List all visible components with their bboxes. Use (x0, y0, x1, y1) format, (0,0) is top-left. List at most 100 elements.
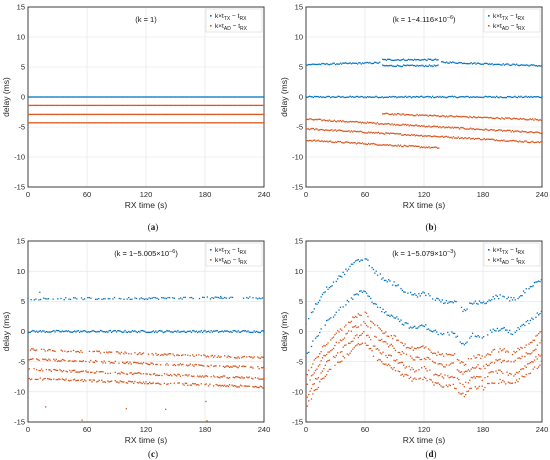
series-0-point (525, 95, 527, 97)
series-0-point (494, 96, 496, 99)
series-1-point (350, 330, 353, 332)
series-1-point (319, 381, 321, 383)
series-0-point (225, 330, 227, 332)
series-0-point (348, 96, 350, 98)
series-1-point (192, 354, 194, 356)
series-1-point (386, 335, 388, 337)
series-1-point (103, 381, 105, 383)
series-0-point (189, 296, 191, 299)
series-1-point (364, 132, 366, 134)
y-tick-label: 5 (21, 63, 25, 72)
series-0-point (504, 63, 507, 66)
series-1-point (316, 140, 318, 142)
series-1-point (204, 375, 206, 377)
series-0-point (457, 96, 460, 99)
series-0-point (208, 330, 210, 332)
series-1-point (514, 140, 516, 142)
series-1-point (482, 116, 485, 119)
series-1-point (393, 145, 396, 147)
series-1-point (249, 113, 252, 116)
series-1-point (147, 104, 150, 107)
series-1-point (309, 118, 311, 120)
series-1-point (364, 322, 366, 325)
series-0-point (128, 296, 130, 299)
series-1-point (390, 367, 393, 369)
series-1-point (437, 375, 439, 377)
series-1-point (254, 377, 257, 379)
series-1-point (440, 373, 442, 375)
series-1-point (538, 332, 540, 335)
series-0-point (32, 96, 34, 98)
series-0-point (387, 96, 390, 99)
series-1-point (182, 104, 184, 107)
series-1-point (64, 350, 66, 352)
series-1-point (123, 372, 125, 375)
series-1-point (523, 118, 525, 120)
series-1-point (316, 128, 318, 130)
series-1-point (341, 339, 343, 342)
panel-label: (d) (425, 449, 436, 459)
series-1-point (466, 370, 468, 372)
x-tick-label: 60 (83, 425, 91, 434)
y-axis-label: delay (ms) (1, 312, 11, 352)
series-0-point (425, 64, 427, 67)
series-1-point (463, 115, 465, 118)
series-1-point (86, 122, 88, 124)
series-1-point (409, 124, 412, 126)
series-1-point (29, 122, 32, 124)
series-1-point (463, 395, 465, 398)
series-0-point (342, 95, 344, 98)
series-1-point (246, 113, 248, 116)
series-1-point (66, 104, 68, 107)
series-1-point (28, 359, 30, 361)
series-1-point (107, 104, 109, 107)
series-0-point (316, 303, 318, 305)
series-0-point (66, 96, 68, 98)
series-1-point (513, 139, 515, 142)
series-0-point (370, 96, 372, 99)
series-0-point (447, 302, 449, 304)
series-0-point (496, 63, 498, 66)
series-0-point (108, 96, 110, 98)
series-1-point (259, 104, 261, 107)
series-0-point (522, 64, 524, 66)
series-1-point (541, 131, 543, 133)
series-1-point (255, 113, 258, 116)
series-1-point (198, 364, 200, 366)
series-0-point (155, 330, 157, 332)
series-1-point (162, 113, 164, 116)
series-0-point (125, 96, 127, 98)
series-1-point (531, 131, 533, 133)
series-1-point (134, 361, 136, 363)
series-1-point (94, 359, 97, 362)
series-1-point (412, 145, 414, 147)
series-1-point (248, 104, 250, 107)
series-1-point (235, 104, 237, 107)
series-1-point (332, 347, 335, 350)
series-0-point (96, 298, 98, 300)
series-0-point (527, 64, 529, 66)
series-1-point (185, 382, 188, 384)
series-1-point (416, 356, 419, 358)
series-1-point (522, 131, 525, 133)
series-0-point (201, 96, 204, 98)
series-1-point (55, 113, 57, 116)
series-1-point (109, 122, 112, 124)
series-1-point (470, 116, 472, 119)
series-1-point (151, 122, 153, 124)
series-0-point (124, 96, 126, 98)
y-axis-label: delay (ms) (1, 77, 11, 117)
series-0-point (500, 96, 503, 98)
series-0-point (397, 96, 399, 98)
series-1-point (70, 104, 72, 107)
series-1-point (34, 104, 37, 107)
series-1-point (177, 354, 179, 356)
series-1-point (352, 316, 354, 318)
series-0-point (495, 330, 497, 332)
series-1-point (48, 348, 50, 351)
series-1-point (379, 144, 381, 146)
series-0-point (496, 295, 499, 298)
series-0-point (454, 62, 456, 64)
series-1-point (62, 104, 65, 107)
series-0-point (380, 96, 382, 99)
